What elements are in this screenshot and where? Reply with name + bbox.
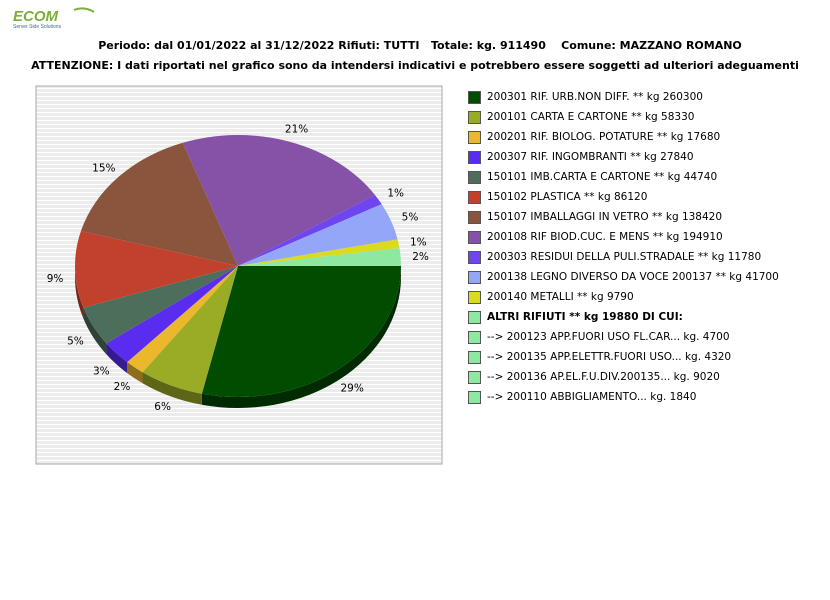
logo-tagline: Server Side Solutions — [13, 24, 62, 30]
pie-slice-3 — [106, 266, 238, 363]
legend-label: 200201 RIF. BIOLOG. POTATURE ** kg 17680 — [487, 131, 721, 143]
pie-slice-2 — [127, 266, 238, 373]
legend-label: 200138 LEGNO DIVERSO DA VOCE 200137 ** k… — [487, 271, 779, 283]
pie-slice-4 — [83, 266, 238, 344]
pie-pct-label-6: 15% — [92, 162, 115, 174]
pie-slice-side-4 — [83, 307, 107, 355]
legend-label: 200108 RIF BIOD.CUC. E MENS ** kg 194910 — [487, 231, 723, 243]
pie-pct-label-8: 1% — [387, 187, 404, 199]
pie-pct-label-4: 5% — [67, 336, 84, 348]
legend-label: 200303 RESIDUI DELLA PULI.STRADALE ** kg… — [487, 251, 762, 263]
pie-slice-8 — [238, 194, 382, 266]
pie-slice-side-1 — [142, 372, 202, 405]
legend-swatch — [468, 371, 481, 384]
logo-brand: ECOM — [13, 8, 59, 25]
legend-label: 200101 CARTA E CARTONE ** kg 58330 — [487, 111, 695, 123]
ecom-logo: ECOM Server Side Solutions — [13, 7, 95, 30]
legend-swatch — [468, 111, 481, 124]
pie-slice-side-2 — [127, 362, 143, 384]
pie-pct-label-0: 29% — [340, 382, 363, 394]
pie-slice-5 — [75, 230, 238, 308]
legend-label: --> 200135 APP.ELETTR.FUORI USO... kg. 4… — [487, 351, 732, 363]
pie-pct-label-1: 6% — [154, 401, 171, 413]
pie-slice-1 — [142, 266, 238, 394]
pie-pct-label-5: 9% — [47, 273, 64, 285]
legend-swatch — [468, 131, 481, 144]
pie-slice-side-5 — [75, 266, 84, 319]
pie-slice-side-3 — [106, 343, 128, 374]
legend-label: --> 200110 ABBIGLIAMENTO... kg. 1840 — [487, 391, 697, 403]
pie-slice-6 — [80, 142, 239, 266]
legend-swatch — [468, 171, 481, 184]
pie-pct-label-9: 5% — [402, 212, 419, 224]
legend-label: 150102 PLASTICA ** kg 86120 — [487, 191, 648, 203]
legend-label: 200140 METALLI ** kg 9790 — [487, 291, 634, 303]
legend-swatch — [468, 351, 481, 364]
legend-label: 200307 RIF. INGOMBRANTI ** kg 27840 — [487, 151, 694, 163]
legend-label: ALTRI RIFIUTI ** kg 19880 DI CUI: — [487, 311, 683, 323]
pie-slice-11 — [238, 248, 401, 266]
legend-swatch — [468, 151, 481, 164]
pie-slice-9 — [238, 204, 398, 266]
legend-swatch — [468, 391, 481, 404]
pie-pct-label-7: 21% — [285, 124, 308, 136]
legend-swatch — [468, 231, 481, 244]
header-warning-line: ATTENZIONE: I dati riportati nel grafico… — [31, 59, 799, 72]
legend-swatch — [468, 251, 481, 264]
legend-label: 150101 IMB.CARTA E CARTONE ** kg 44740 — [487, 171, 718, 183]
pie-pct-label-10: 1% — [410, 236, 427, 248]
legend-swatch — [468, 291, 481, 304]
legend-swatch — [468, 331, 481, 344]
pie-pct-label-3: 3% — [93, 365, 110, 377]
pie-slice-0 — [201, 266, 401, 398]
legend-label: --> 200136 AP.EL.F.U.DIV.200135... kg. 9… — [487, 371, 720, 383]
legend-label: 200301 RIF. URB.NON DIFF. ** kg 260300 — [487, 91, 703, 103]
legend-label: --> 200123 APP.FUORI USO FL.CAR... kg. 4… — [487, 331, 730, 343]
legend-swatch — [468, 211, 481, 224]
legend-swatch — [468, 191, 481, 204]
legend-label: 150107 IMBALLAGGI IN VETRO ** kg 138420 — [487, 211, 723, 223]
legend-swatch — [468, 271, 481, 284]
legend-swatch — [468, 91, 481, 104]
header-period-line: Periodo: dal 01/01/2022 al 31/12/2022 Ri… — [98, 39, 742, 52]
legend-swatch — [468, 311, 481, 324]
pie-slice-7 — [182, 135, 375, 266]
pie-slice-10 — [238, 239, 400, 266]
pie-pct-label-2: 2% — [114, 381, 131, 393]
pie-pct-label-11: 2% — [412, 251, 429, 263]
